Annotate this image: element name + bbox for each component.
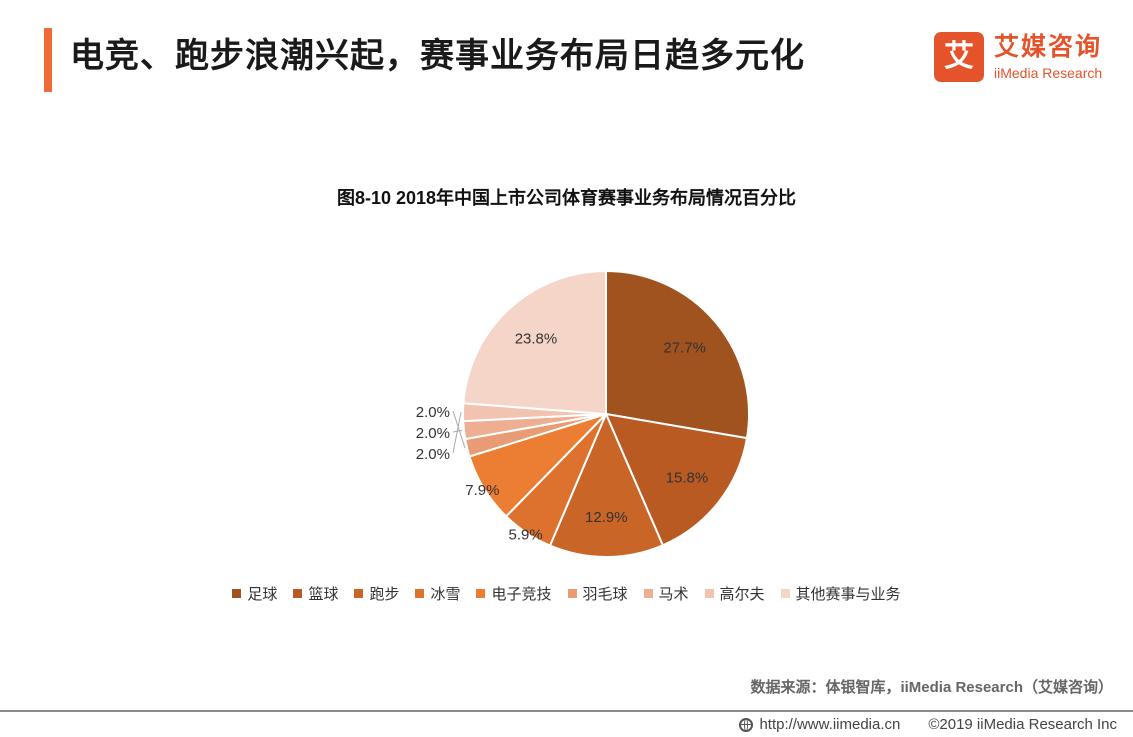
legend-label-5: 羽毛球 <box>582 586 628 603</box>
legend-item-4: 电子竞技 <box>476 583 552 604</box>
legend-label-8: 其他赛事与业务 <box>795 586 901 603</box>
pie-slice-8 <box>462 269 607 416</box>
legend-label-1: 篮球 <box>308 586 339 603</box>
footer-url[interactable]: http://www.iimedia.cn <box>739 716 900 733</box>
legend-label-6: 马术 <box>658 586 689 603</box>
chart-title: 图8-10 2018年中国上市公司体育赛事业务布局情况百分比 <box>336 188 797 208</box>
legend-label-4: 电子竞技 <box>491 586 552 603</box>
legend-item-8: 其他赛事与业务 <box>780 583 901 604</box>
page-title: 电竞、跑步浪潮兴起，赛事业务布局日趋多元化 <box>70 37 805 75</box>
brand-name-cn: 艾媒咨询 <box>994 33 1103 61</box>
brand-mark-icon: 艾 <box>934 32 984 82</box>
footer-url-text: http://www.iimedia.cn <box>759 716 901 733</box>
slice-label-3: 5.9% <box>509 527 543 544</box>
legend-item-6: 马术 <box>643 583 689 604</box>
legend-item-3: 冰雪 <box>415 583 460 604</box>
pie-slice-1 <box>604 412 749 547</box>
legend-item-5: 羽毛球 <box>567 583 628 604</box>
slice-label-1: 15.8% <box>666 470 709 487</box>
title-accent-bar <box>44 28 52 92</box>
slice-label-0: 27.7% <box>663 340 706 357</box>
legend-label-0: 足球 <box>247 586 278 603</box>
slice-label-8: 23.8% <box>515 331 558 348</box>
chart-legend: 足球 篮球 跑步 冰雪 电子竞技 羽毛球 马术 高尔夫 其他赛事与业务 <box>0 583 1133 604</box>
legend-label-7: 高尔夫 <box>719 586 765 603</box>
slice-label-4: 7.9% <box>465 482 499 499</box>
pie-slice-0 <box>605 269 750 440</box>
legend-label-3: 冰雪 <box>430 586 461 603</box>
legend-swatch-8 <box>780 589 790 598</box>
data-source: 数据来源：体银智库，iiMedia Research（艾媒咨询） <box>750 679 1113 696</box>
slice-label-5: 2.0% <box>416 404 450 421</box>
footer-divider <box>0 710 1133 712</box>
legend-item-0: 足球 <box>232 583 277 604</box>
pie-slice-2 <box>548 411 665 558</box>
legend-item-2: 跑步 <box>354 583 399 604</box>
legend-item-7: 高尔夫 <box>704 583 765 604</box>
legend-swatch-2 <box>354 589 364 598</box>
slice-label-2: 12.9% <box>585 509 628 526</box>
legend-swatch-4 <box>476 589 486 598</box>
legend-item-1: 篮球 <box>293 583 338 604</box>
footer: http://www.iimedia.cn ©2019 iiMedia Rese… <box>739 716 1117 733</box>
leader-line-7 <box>452 412 462 454</box>
legend-label-2: 跑步 <box>369 586 400 603</box>
footer-copyright: ©2019 iiMedia Research Inc <box>928 716 1117 733</box>
brand-name-en: iiMedia Research <box>994 65 1103 81</box>
leader-line-5 <box>452 410 466 449</box>
legend-swatch-0 <box>232 589 242 598</box>
legend-swatch-6 <box>643 589 653 598</box>
slice-label-6: 2.0% <box>416 425 450 442</box>
legend-swatch-1 <box>293 589 303 598</box>
legend-swatch-5 <box>567 589 577 598</box>
brand-logo: 艾 艾媒咨询 iiMedia Research <box>934 32 1124 86</box>
slice-label-7: 2.0% <box>416 446 450 463</box>
globe-icon <box>739 717 754 732</box>
legend-swatch-7 <box>704 589 714 598</box>
legend-swatch-3 <box>415 589 425 598</box>
